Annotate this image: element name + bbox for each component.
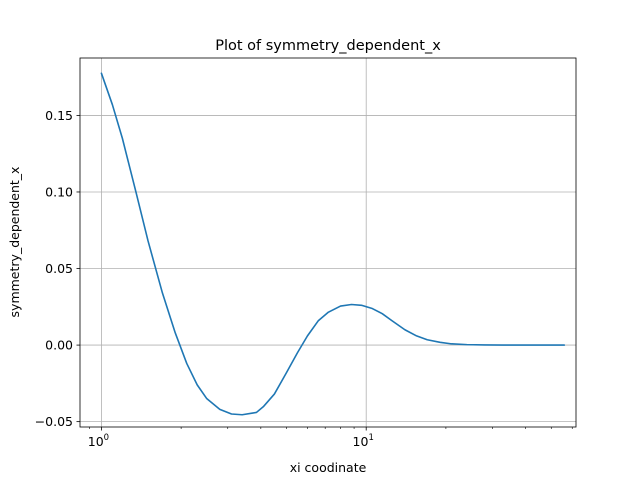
y-tick-label: 0.05: [45, 261, 73, 276]
ticks: 100 101 −0.05 0.00 0.05 0.10 0.15: [35, 108, 573, 449]
y-tick-label: −0.05: [35, 414, 73, 429]
x-tick-label: 101: [353, 433, 374, 449]
grid: [80, 58, 576, 427]
series-layer: [100, 72, 566, 416]
chart-title: Plot of symmetry_dependent_x: [215, 38, 441, 54]
x-tick-label: 100: [88, 433, 109, 449]
y-tick-label: 0.10: [45, 184, 73, 199]
series-line: [100, 72, 566, 416]
y-axis-label: symmetry_dependent_x: [7, 167, 22, 318]
y-tick-label: 0.00: [45, 338, 73, 353]
plot-area: [80, 58, 576, 427]
x-axis-label: xi coodinate: [290, 460, 367, 475]
y-tick-label: 0.15: [45, 108, 73, 123]
axes-frame: [79, 57, 577, 428]
